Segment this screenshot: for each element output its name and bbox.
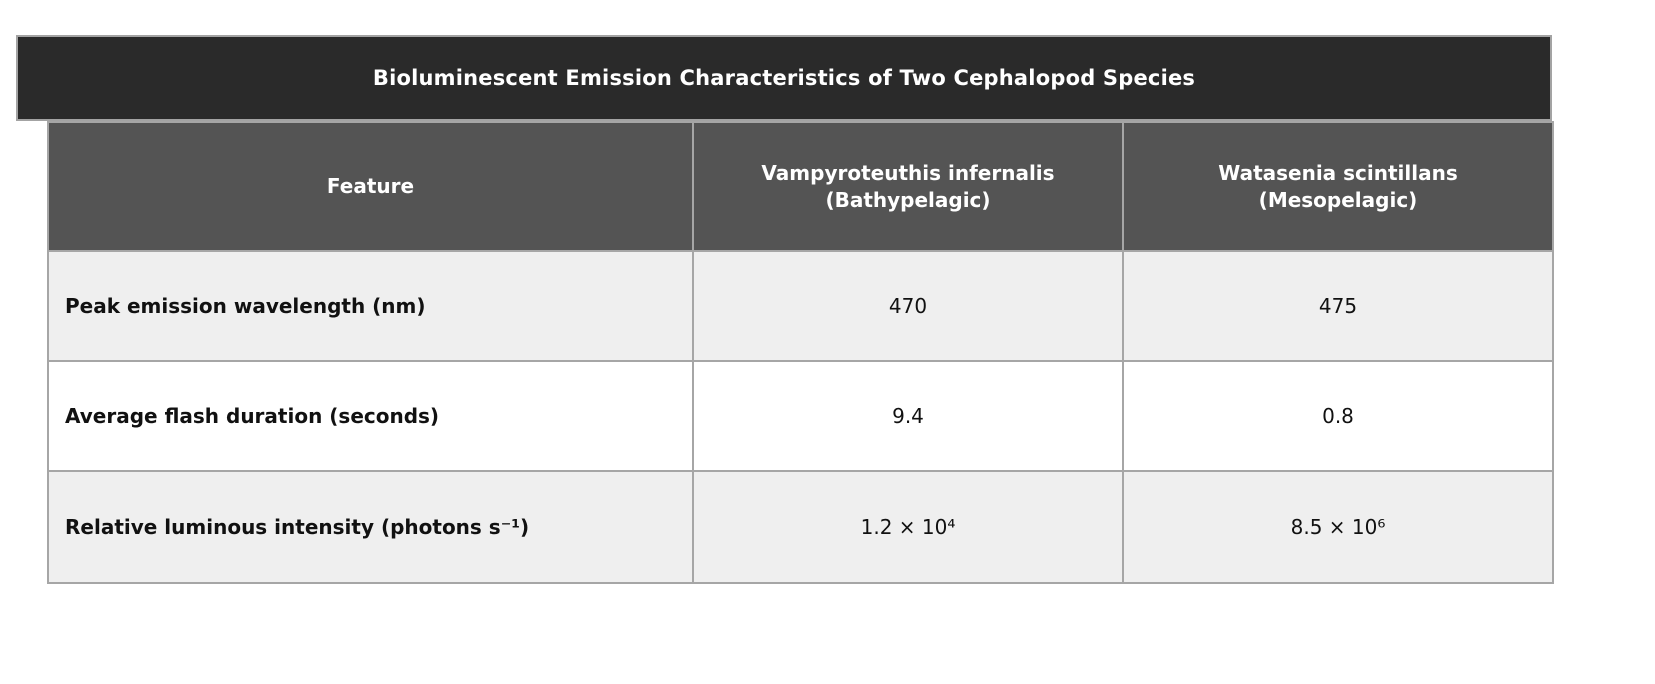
row-label-relative-luminous-intensity: Relative luminous intensity (photons s⁻¹… xyxy=(47,470,694,584)
cell-peak-wavelength-vampyroteuthis: 470 xyxy=(692,250,1124,362)
column-header-feature: Feature xyxy=(47,121,694,252)
cell-peak-wavelength-watasenia: 475 xyxy=(1122,250,1554,362)
cell-flash-duration-vampyroteuthis: 9.4 xyxy=(692,360,1124,472)
column-header-vampyroteuthis: Vampyroteuthis infernalis (Bathypelagic) xyxy=(692,121,1124,252)
data-table: Feature Vampyroteuthis infernalis (Bathy… xyxy=(47,121,1554,584)
cell-flash-duration-watasenia: 0.8 xyxy=(1122,360,1554,472)
cell-luminous-intensity-vampyroteuthis: 1.2 × 10⁴ xyxy=(692,470,1124,584)
column-header-watasenia: Watasenia scintillans (Mesopelagic) xyxy=(1122,121,1554,252)
table-row: Relative luminous intensity (photons s⁻¹… xyxy=(47,470,1554,584)
table-title: Bioluminescent Emission Characteristics … xyxy=(16,35,1552,121)
table-row: Peak emission wavelength (nm) 470 475 xyxy=(47,250,1554,362)
table-row: Average flash duration (seconds) 9.4 0.8 xyxy=(47,360,1554,472)
row-label-peak-emission-wavelength: Peak emission wavelength (nm) xyxy=(47,250,694,362)
row-label-average-flash-duration: Average flash duration (seconds) xyxy=(47,360,694,472)
header-row: Feature Vampyroteuthis infernalis (Bathy… xyxy=(47,121,1554,252)
cell-luminous-intensity-watasenia: 8.5 × 10⁶ xyxy=(1122,470,1554,584)
